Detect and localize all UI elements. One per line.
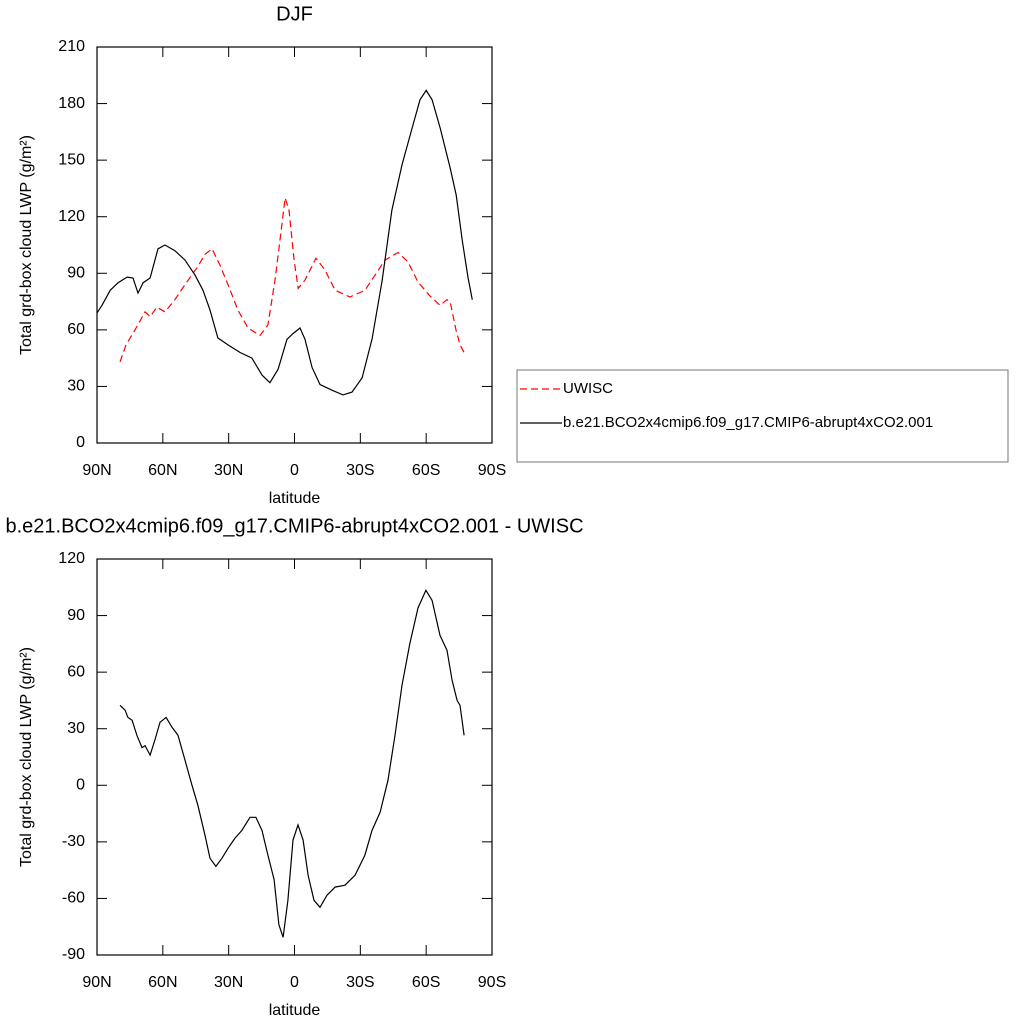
x-tick-label: 30N <box>214 462 243 479</box>
x-tick-label: 0 <box>290 974 299 991</box>
data-line <box>119 197 465 363</box>
legend-label: UWISC <box>563 380 613 397</box>
y-tick-label: 180 <box>58 95 85 112</box>
y-tick-label: 60 <box>67 663 85 680</box>
y-tick-label: 60 <box>67 321 85 338</box>
y-tick-label: 210 <box>58 38 85 55</box>
x-tick-label: 90S <box>478 974 506 991</box>
data-line <box>96 89 473 396</box>
x-tick-label: 90N <box>82 462 111 479</box>
y-tick-label: -60 <box>62 890 85 907</box>
legend-box <box>516 369 1009 463</box>
x-tick-label: 90N <box>82 974 111 991</box>
x-axis-label: latitude <box>269 490 321 507</box>
chart-title: DJF <box>276 3 313 25</box>
chart-title: b.e21.BCO2x4cmip6.f09_g17.CMIP6-abrupt4x… <box>5 515 583 537</box>
y-tick-label: 120 <box>58 208 85 225</box>
y-tick-label: 30 <box>67 378 85 395</box>
x-axis-label: latitude <box>269 1002 321 1019</box>
legend-label: b.e21.BCO2x4cmip6.f09_g17.CMIP6-abrupt4x… <box>563 414 933 431</box>
y-tick-label: 90 <box>67 265 85 282</box>
y-axis-label: Total grd-box cloud LWP (g/m²) <box>18 647 35 867</box>
x-tick-label: 60N <box>148 462 177 479</box>
plot-frame <box>96 558 493 956</box>
y-tick-label: -90 <box>62 946 85 963</box>
x-tick-label: 60S <box>412 462 440 479</box>
y-tick-label: 120 <box>58 550 85 567</box>
y-tick-label: 30 <box>67 720 85 737</box>
y-axis-label: Total grd-box cloud LWP (g/m²) <box>18 135 35 355</box>
data-line <box>119 589 465 938</box>
y-tick-label: -30 <box>62 833 85 850</box>
plot-frame <box>96 46 493 444</box>
x-tick-label: 90S <box>478 462 506 479</box>
x-tick-label: 60N <box>148 974 177 991</box>
x-tick-label: 30N <box>214 974 243 991</box>
x-tick-label: 30S <box>346 462 374 479</box>
x-tick-label: 30S <box>346 974 374 991</box>
y-tick-label: 90 <box>67 607 85 624</box>
y-tick-label: 0 <box>76 777 85 794</box>
y-tick-label: 150 <box>58 151 85 168</box>
x-tick-label: 60S <box>412 974 440 991</box>
x-tick-label: 0 <box>290 462 299 479</box>
y-tick-label: 0 <box>76 434 85 451</box>
